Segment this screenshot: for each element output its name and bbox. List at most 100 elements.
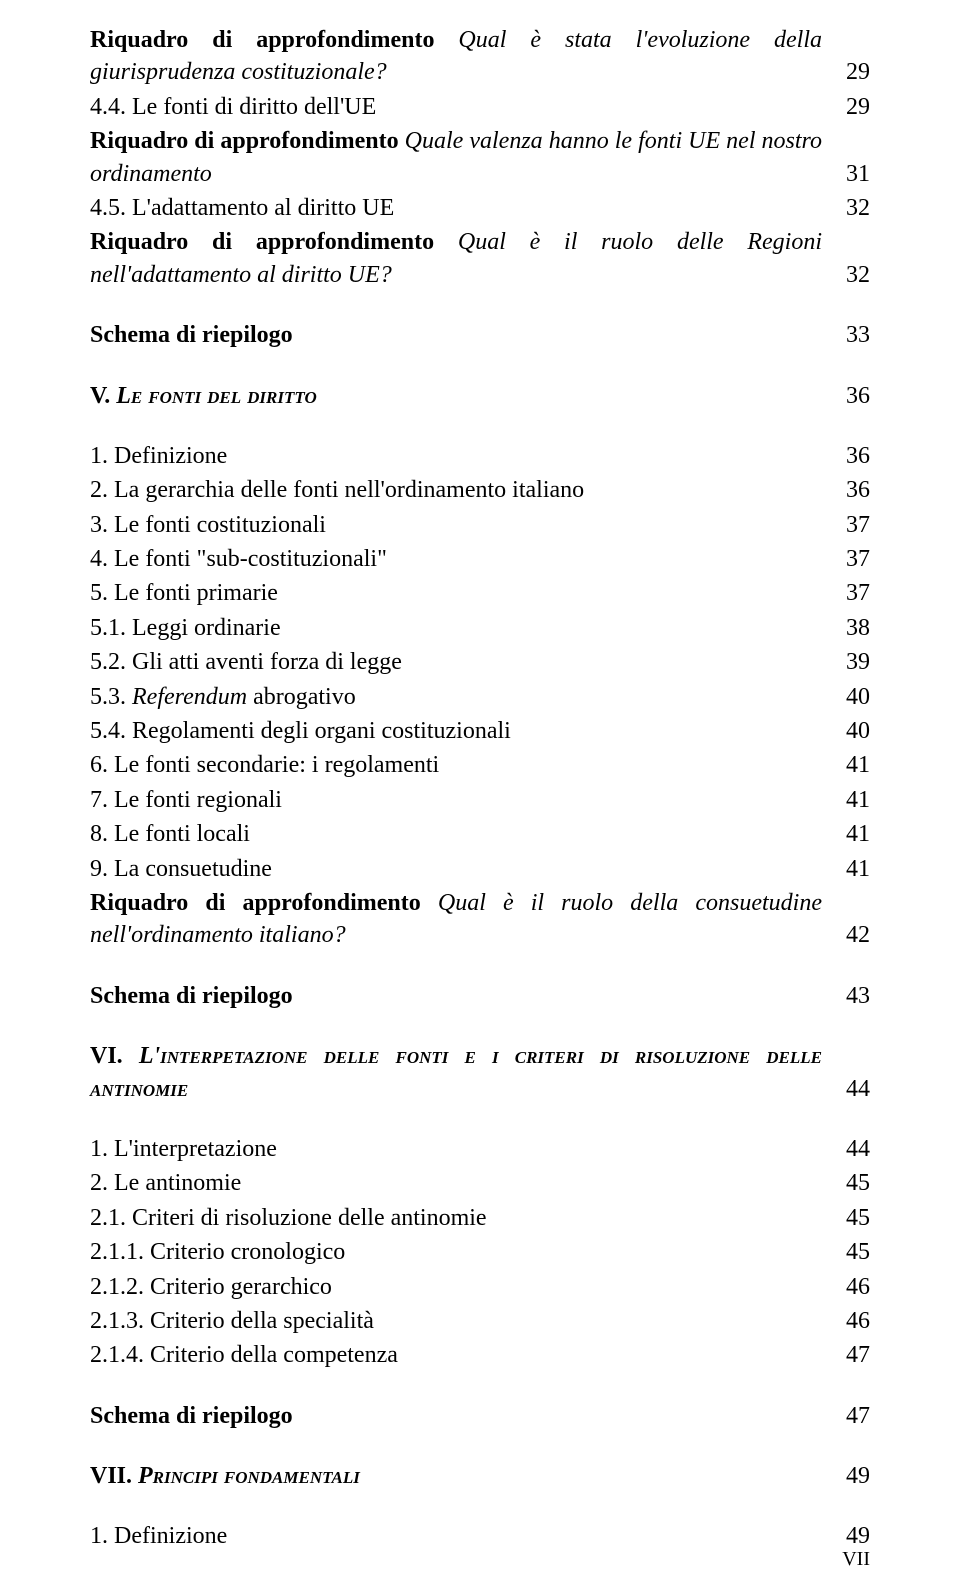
toc-entry-label: Riquadro di approfondimento Qual è il ru… — [90, 226, 822, 291]
toc-text-span: Referendum — [132, 684, 247, 710]
toc-text-span: 2.1. Criteri di risoluzione delle antino… — [90, 1205, 487, 1231]
toc-text-span: Riquadro di approfondimento — [90, 27, 458, 53]
toc-text-span: 7. Le fonti regionali — [90, 787, 282, 813]
toc-entry-label: 5.4. Regolamenti degli organi costituzio… — [90, 715, 822, 747]
toc-entry-page: 32 — [822, 259, 870, 291]
toc-entry-page: 43 — [822, 980, 870, 1012]
toc-entry-label: V. Le fonti del diritto — [90, 380, 822, 412]
toc-entry-page: 41 — [822, 749, 870, 781]
toc-entry-label: 8. Le fonti locali — [90, 818, 822, 850]
toc-text-span: 4. Le fonti "sub-costituzionali" — [90, 546, 387, 572]
toc-entry-page: 42 — [822, 919, 870, 951]
toc-text-span: 1. L'interpretazione — [90, 1136, 277, 1162]
toc-entry-label: 5.1. Leggi ordinarie — [90, 612, 822, 644]
toc-entry-label: 5. Le fonti primarie — [90, 577, 822, 609]
toc-entry: 2. Le antinomie45 — [90, 1167, 870, 1199]
section-gap — [90, 414, 870, 440]
toc-text-span: 2. La gerarchia delle fonti nell'ordinam… — [90, 477, 584, 503]
toc-text-span: abrogativo — [247, 684, 356, 710]
toc-entry: Riquadro di approfondimento Quale valenz… — [90, 125, 870, 190]
toc-text-span: 6. Le fonti secondarie: i regolamenti — [90, 752, 439, 778]
toc-text-span: 4.4. Le fonti di diritto dell'UE — [90, 94, 376, 120]
toc-entry-label: 1. L'interpretazione — [90, 1133, 822, 1165]
section-gap — [90, 1374, 870, 1400]
toc-entry-page: 44 — [822, 1133, 870, 1165]
toc-entry-page: 40 — [822, 681, 870, 713]
toc-text-span: 2. Le antinomie — [90, 1170, 241, 1196]
section-gap — [90, 1014, 870, 1040]
toc-entry-page: 45 — [822, 1236, 870, 1268]
toc-text-span: Principi fondamentali — [138, 1463, 360, 1489]
toc-text-span: 4.5. L'adattamento al diritto UE — [90, 195, 394, 221]
toc-entry-page: 41 — [822, 818, 870, 850]
toc-entry: VII. Principi fondamentali49 — [90, 1460, 870, 1492]
toc-entry-label: Riquadro di approfondimento Qual è il ru… — [90, 887, 822, 952]
toc-entry-page: 45 — [822, 1202, 870, 1234]
toc-entry: VI. L'interpetazione delle fonti e i cri… — [90, 1040, 870, 1105]
toc-entry-label: 9. La consuetudine — [90, 853, 822, 885]
toc-entry-label: 6. Le fonti secondarie: i regolamenti — [90, 749, 822, 781]
toc-text-span: Schema di riepilogo — [90, 1403, 293, 1429]
toc-entry-label: Riquadro di approfondimento Qual è stata… — [90, 24, 822, 89]
toc-entry-label: 4.5. L'adattamento al diritto UE — [90, 192, 822, 224]
toc-entry-page: 29 — [822, 56, 870, 88]
toc-entry: 8. Le fonti locali41 — [90, 818, 870, 850]
toc-entry: 5.2. Gli atti aventi forza di legge 39 — [90, 646, 870, 678]
toc-entry-page: 40 — [822, 715, 870, 747]
toc-entry-label: 2.1.3. Criterio della specialità — [90, 1305, 822, 1337]
toc-entry-label: 2.1. Criteri di risoluzione delle antino… — [90, 1202, 822, 1234]
toc-text-span: Schema di riepilogo — [90, 983, 293, 1009]
toc-text-span: 2.1.3. Criterio della specialità — [90, 1308, 374, 1334]
toc-entry-page: 29 — [822, 91, 870, 123]
toc-entry: 6. Le fonti secondarie: i regolamenti 41 — [90, 749, 870, 781]
toc-text-span: V. — [90, 383, 116, 409]
toc-entry: 1. Definizione49 — [90, 1520, 870, 1552]
toc-entry: 2.1.1. Criterio cronologico45 — [90, 1236, 870, 1268]
toc-entry: 2.1. Criteri di risoluzione delle antino… — [90, 1202, 870, 1234]
toc-entry-page: 36 — [822, 474, 870, 506]
toc-entry-label: Schema di riepilogo — [90, 1400, 822, 1432]
toc-entry-page: 46 — [822, 1305, 870, 1337]
toc-text-span: 5.2. Gli atti aventi forza di legge — [90, 649, 402, 675]
toc-entry-page: 41 — [822, 853, 870, 885]
toc-entry-label: Schema di riepilogo — [90, 980, 822, 1012]
toc-entry: 2. La gerarchia delle fonti nell'ordinam… — [90, 474, 870, 506]
toc-entry: 5.4. Regolamenti degli organi costituzio… — [90, 715, 870, 747]
toc-entry-page: 49 — [822, 1460, 870, 1492]
section-gap — [90, 1434, 870, 1460]
toc-text-span: 5.4. Regolamenti degli organi costituzio… — [90, 718, 511, 744]
toc-entry-page: 37 — [822, 577, 870, 609]
toc-text-span: 3. Le fonti costituzionali — [90, 512, 326, 538]
toc-text-span: 5. Le fonti primarie — [90, 580, 278, 606]
toc-entry-page: 36 — [822, 380, 870, 412]
toc-entry-page: 38 — [822, 612, 870, 644]
toc-text-span: 1. Definizione — [90, 443, 227, 469]
toc-text-span: Riquadro di approfondimento — [90, 890, 438, 916]
section-gap — [90, 954, 870, 980]
toc-entry-label: 7. Le fonti regionali — [90, 784, 822, 816]
toc-entry-page: 41 — [822, 784, 870, 816]
toc-entry: V. Le fonti del diritto36 — [90, 380, 870, 412]
toc-entry: 2.1.3. Criterio della specialità 46 — [90, 1305, 870, 1337]
toc-entry: 1. L'interpretazione 44 — [90, 1133, 870, 1165]
toc-entry: 4.5. L'adattamento al diritto UE 32 — [90, 192, 870, 224]
toc-entry: 1. Definizione36 — [90, 440, 870, 472]
toc-entry: 5.1. Leggi ordinarie 38 — [90, 612, 870, 644]
toc-entry-page: 47 — [822, 1339, 870, 1371]
toc-entry-page: 33 — [822, 319, 870, 351]
toc-entry-label: 1. Definizione — [90, 1520, 822, 1552]
toc-entry: 9. La consuetudine 41 — [90, 853, 870, 885]
toc-entry-page: 39 — [822, 646, 870, 678]
toc-text-span: Riquadro di approfondimento — [90, 128, 405, 154]
toc-entry: Schema di riepilogo 47 — [90, 1400, 870, 1432]
toc-entry: Riquadro di approfondimento Qual è stata… — [90, 24, 870, 89]
section-gap — [90, 1494, 870, 1520]
toc-entry-label: Riquadro di approfondimento Quale valenz… — [90, 125, 822, 190]
toc-text-span: 9. La consuetudine — [90, 856, 272, 882]
toc-entry-page: 32 — [822, 192, 870, 224]
toc-entry-label: VI. L'interpetazione delle fonti e i cri… — [90, 1040, 822, 1105]
section-gap — [90, 1107, 870, 1133]
toc-entry: 2.1.4. Criterio della competenza47 — [90, 1339, 870, 1371]
toc-text-span: 5.1. Leggi ordinarie — [90, 615, 281, 641]
toc-entry-page: 47 — [822, 1400, 870, 1432]
